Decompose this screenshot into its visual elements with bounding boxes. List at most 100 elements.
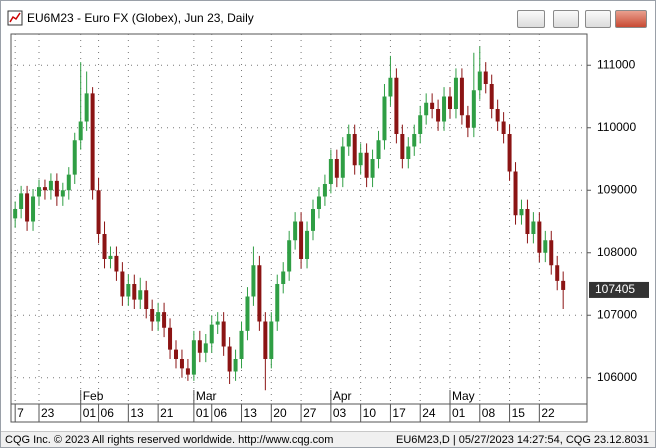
candle-body xyxy=(19,193,24,209)
candle-body xyxy=(328,159,333,184)
candle-body xyxy=(233,359,238,372)
candle-body xyxy=(299,221,304,259)
candle-body xyxy=(513,171,518,216)
status-info: EU6M23,D | 05/27/2023 14:27:54, CQG 23.1… xyxy=(396,434,649,446)
candle-body xyxy=(447,96,452,109)
candle-body xyxy=(501,121,506,134)
candle-body xyxy=(191,340,196,375)
candle-body xyxy=(251,265,256,297)
candle-body xyxy=(287,240,292,272)
candle-body xyxy=(370,159,375,178)
app-icon xyxy=(7,10,23,26)
candle-body xyxy=(102,234,107,259)
candle-body xyxy=(561,280,566,290)
candle-body xyxy=(465,115,470,128)
candle-body xyxy=(453,77,458,109)
x-tick-label: 21 xyxy=(160,406,174,420)
candle-body xyxy=(388,77,393,97)
candle-body xyxy=(310,209,315,231)
candle-body xyxy=(495,109,500,122)
month-label: Mar xyxy=(196,389,217,403)
candle-body xyxy=(78,121,83,141)
candle-body xyxy=(215,321,220,325)
month-label: May xyxy=(452,389,475,403)
candle-body xyxy=(394,77,399,134)
candle-body xyxy=(364,152,369,178)
candle-body xyxy=(203,343,208,353)
x-tick-label: 23 xyxy=(41,406,55,420)
candle-body xyxy=(185,368,190,375)
minimize-button[interactable] xyxy=(553,10,579,28)
x-tick-label: 22 xyxy=(541,406,555,420)
x-tick-label: 01 xyxy=(196,406,210,420)
y-tick-label: 111000 xyxy=(597,57,636,71)
candle-body xyxy=(25,193,30,222)
maximize-button[interactable] xyxy=(585,10,611,28)
candle-body xyxy=(108,255,113,259)
x-tick-label: 06 xyxy=(214,406,228,420)
x-tick-label: 01 xyxy=(83,406,97,420)
candle-body xyxy=(144,290,149,309)
candle-body xyxy=(489,84,494,109)
close-button[interactable] xyxy=(615,10,647,28)
candle-body xyxy=(60,190,65,197)
candle-body xyxy=(269,321,274,359)
x-tick-label: 17 xyxy=(392,406,406,420)
x-tick-label: 13 xyxy=(244,406,258,420)
x-tick-label: 20 xyxy=(273,406,287,420)
candle-body xyxy=(66,174,71,191)
candle-body xyxy=(13,209,18,219)
candle-body xyxy=(525,209,530,234)
candle-body xyxy=(322,184,327,197)
last-price-box xyxy=(589,281,649,298)
candle-body xyxy=(340,146,345,178)
candle-body xyxy=(114,255,119,272)
candle-body xyxy=(293,221,298,241)
window-title: EU6M23 - Euro FX (Globex), Jun 23, Daily xyxy=(27,11,254,25)
candle-body xyxy=(120,271,125,297)
candle-body xyxy=(418,115,423,134)
x-tick-label: 08 xyxy=(482,406,496,420)
candle-body xyxy=(537,221,542,253)
candle-body xyxy=(36,187,41,197)
candle-body xyxy=(376,140,381,159)
candle-body xyxy=(132,284,137,300)
x-axis-strip xyxy=(10,403,588,423)
month-label: Apr xyxy=(333,389,352,403)
x-tick-label: 03 xyxy=(333,406,347,420)
y-tick-label: 106000 xyxy=(597,370,637,384)
candle-body xyxy=(48,180,53,191)
link-button[interactable] xyxy=(517,10,545,28)
x-tick-label: 7 xyxy=(17,406,24,420)
candle-body xyxy=(209,324,214,344)
candle-body xyxy=(221,321,226,347)
candle-body xyxy=(459,77,464,116)
candle-body xyxy=(138,290,143,300)
candle-body xyxy=(84,93,89,122)
candle-body xyxy=(406,146,411,159)
candle-body xyxy=(352,134,357,166)
y-tick-label: 108000 xyxy=(597,245,637,259)
y-tick-label: 110000 xyxy=(597,120,636,134)
candle-body xyxy=(168,327,173,350)
candle-body xyxy=(346,134,351,147)
candle-body xyxy=(543,240,548,253)
x-tick-label: 27 xyxy=(303,406,317,420)
candle-body xyxy=(549,240,554,266)
candle-body xyxy=(471,90,476,128)
copyright: CQG Inc. © 2023 All rights reserved worl… xyxy=(5,434,334,446)
x-tick-label: 10 xyxy=(363,406,377,420)
candle-body xyxy=(239,330,244,359)
candle-body xyxy=(90,93,95,191)
candle-body xyxy=(263,321,268,359)
x-tick-label: 06 xyxy=(101,406,115,420)
candle-body xyxy=(245,296,250,331)
candle-body xyxy=(305,230,310,259)
candle-body xyxy=(72,140,77,175)
candle-body xyxy=(442,96,447,122)
candle-body xyxy=(126,284,131,297)
candle-body xyxy=(54,180,59,197)
candle-body xyxy=(483,71,488,84)
x-tick-label: 01 xyxy=(452,406,466,420)
